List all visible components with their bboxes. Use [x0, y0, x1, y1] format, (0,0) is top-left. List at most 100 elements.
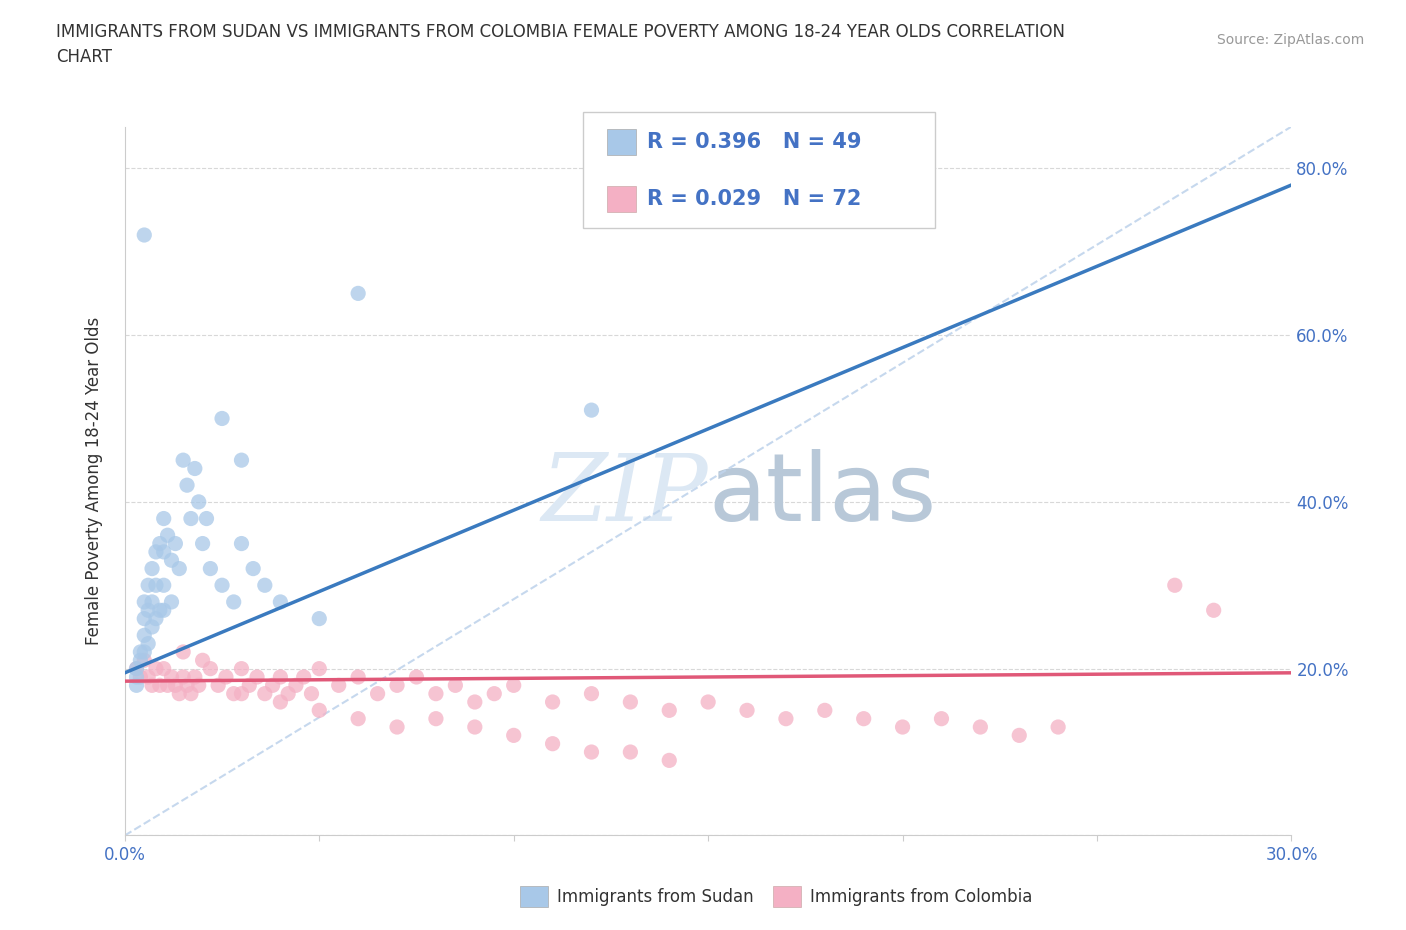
Point — [814, 703, 837, 718]
Point — [136, 603, 159, 618]
Point — [172, 670, 194, 684]
Point — [328, 678, 350, 693]
Point — [136, 670, 159, 684]
Point — [129, 644, 152, 659]
Point — [347, 286, 370, 300]
Point — [541, 737, 564, 751]
Point — [231, 661, 253, 676]
Point — [405, 670, 427, 684]
Point — [231, 536, 253, 551]
Point — [149, 603, 172, 618]
Point — [191, 536, 214, 551]
Point — [215, 670, 238, 684]
Point — [347, 711, 370, 726]
Point — [169, 686, 191, 701]
Point — [1008, 728, 1031, 743]
Point — [141, 619, 163, 634]
Point — [129, 653, 152, 668]
Point — [180, 512, 202, 526]
Point — [619, 745, 641, 760]
Point — [141, 561, 163, 576]
Point — [134, 628, 156, 643]
Point — [200, 661, 222, 676]
Point — [187, 678, 209, 693]
Point — [160, 594, 183, 609]
Point — [277, 686, 299, 701]
Point — [176, 678, 198, 693]
Point — [308, 661, 330, 676]
Point — [775, 711, 797, 726]
Point — [156, 678, 179, 693]
Point — [211, 578, 233, 592]
Point — [464, 720, 486, 735]
Point — [134, 611, 156, 626]
Text: ZIP: ZIP — [541, 450, 709, 540]
Point — [222, 686, 245, 701]
Point — [141, 678, 163, 693]
Point — [292, 670, 315, 684]
Point — [149, 536, 172, 551]
Point — [269, 670, 291, 684]
Point — [931, 711, 953, 726]
Point — [180, 686, 202, 701]
Point — [169, 561, 191, 576]
Point — [207, 678, 229, 693]
Point — [347, 670, 370, 684]
Point — [145, 661, 167, 676]
Point — [160, 670, 183, 684]
Point — [425, 711, 447, 726]
Point — [581, 403, 603, 418]
Point — [269, 695, 291, 710]
Point — [141, 594, 163, 609]
Point — [160, 552, 183, 567]
Point — [502, 728, 524, 743]
Point — [145, 544, 167, 559]
Point — [891, 720, 914, 735]
Point — [697, 695, 720, 710]
Point — [165, 678, 187, 693]
Point — [1047, 720, 1070, 735]
Y-axis label: Female Poverty Among 18-24 Year Olds: Female Poverty Among 18-24 Year Olds — [86, 317, 103, 645]
Text: Immigrants from Colombia: Immigrants from Colombia — [810, 887, 1032, 906]
Point — [222, 594, 245, 609]
Point — [152, 544, 174, 559]
Point — [152, 578, 174, 592]
Text: Source: ZipAtlas.com: Source: ZipAtlas.com — [1216, 33, 1364, 46]
Point — [619, 695, 641, 710]
Point — [149, 678, 172, 693]
Point — [301, 686, 323, 701]
Point — [262, 678, 284, 693]
Point — [152, 512, 174, 526]
Point — [308, 703, 330, 718]
Point — [152, 603, 174, 618]
Point — [125, 678, 148, 693]
Point — [152, 661, 174, 676]
Point — [136, 636, 159, 651]
Point — [385, 720, 408, 735]
Point — [211, 411, 233, 426]
Text: R = 0.029   N = 72: R = 0.029 N = 72 — [647, 189, 860, 209]
Point — [269, 594, 291, 609]
Point — [136, 578, 159, 592]
Point — [184, 670, 207, 684]
Point — [852, 711, 875, 726]
Point — [425, 686, 447, 701]
Point — [242, 561, 264, 576]
Point — [484, 686, 506, 701]
Point — [735, 703, 758, 718]
Point — [284, 678, 307, 693]
Point — [172, 453, 194, 468]
Point — [165, 536, 187, 551]
Point — [134, 644, 156, 659]
Point — [184, 461, 207, 476]
Point — [367, 686, 389, 701]
Text: R = 0.396   N = 49: R = 0.396 N = 49 — [647, 132, 862, 153]
Point — [1164, 578, 1187, 592]
Point — [581, 745, 603, 760]
Point — [200, 561, 222, 576]
Point — [172, 644, 194, 659]
Point — [1202, 603, 1225, 618]
Point — [134, 594, 156, 609]
Point — [253, 686, 276, 701]
Point — [253, 578, 276, 592]
